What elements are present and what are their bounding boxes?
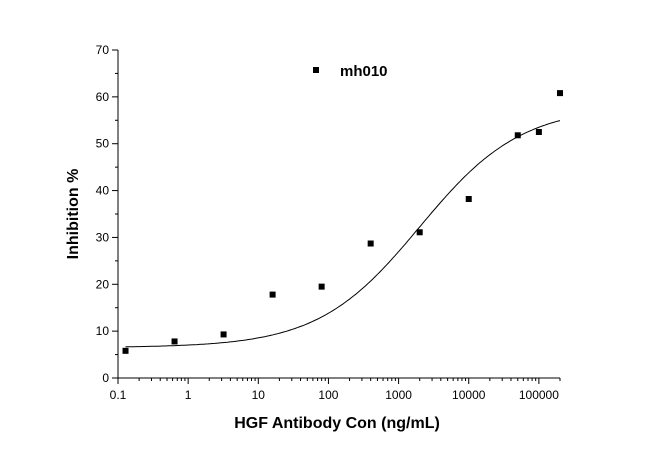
legend: mh010: [313, 63, 388, 80]
y-tick-label: 20: [96, 277, 110, 291]
data-point: [535, 129, 542, 135]
y-tick-label: 30: [96, 230, 110, 244]
y-tick-label: 60: [96, 90, 110, 104]
data-point: [514, 132, 521, 139]
x-tick-label: 100: [318, 388, 338, 402]
data-point: [122, 347, 129, 354]
legend-marker: [313, 67, 319, 73]
x-tick-label: 100000: [519, 388, 559, 402]
plot-area: 0 10 20 30 40 50 60 70 0.1 1 10 100 1000 10000 100000: [96, 43, 563, 402]
y-axis-title: Inhibition %: [65, 169, 82, 260]
x-tick-label: 10000: [452, 388, 486, 402]
y-tick-label: 0: [102, 371, 109, 385]
data-point: [557, 90, 563, 97]
data-point: [318, 283, 325, 290]
data-point: [269, 291, 276, 298]
y-tick-label: 40: [96, 184, 110, 198]
y-tick-label: 50: [96, 137, 110, 151]
data-point: [465, 196, 472, 203]
x-tick-label: 10: [252, 388, 266, 402]
x-axis-title: HGF Antibody Con (ng/mL): [234, 415, 440, 432]
data-point: [171, 338, 178, 345]
x-tick-label: 1000: [385, 388, 412, 402]
fit-curve: [125, 120, 561, 348]
legend-label: mh010: [340, 63, 388, 80]
x-tick-label: 1: [185, 388, 192, 402]
data-point: [416, 229, 423, 236]
x-tick-label: 0.1: [110, 388, 127, 402]
y-tick-label: 10: [96, 324, 110, 338]
y-tick-label: 70: [96, 43, 110, 57]
data-point: [220, 331, 227, 338]
data-point: [367, 240, 374, 247]
